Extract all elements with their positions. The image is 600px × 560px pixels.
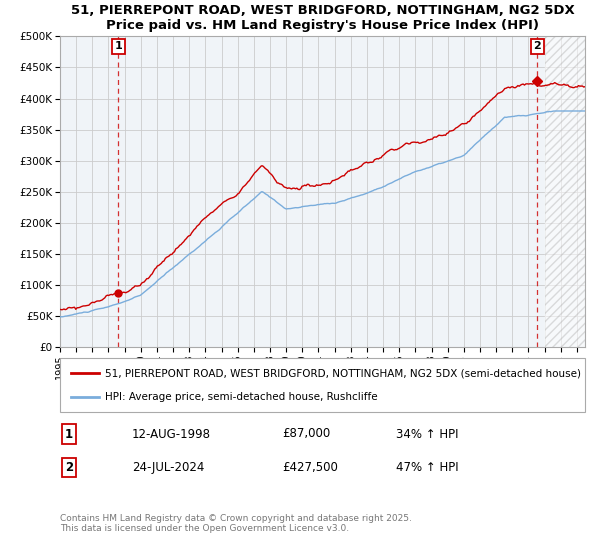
Text: 2: 2 [533,41,541,52]
Text: 47% ↑ HPI: 47% ↑ HPI [396,461,458,474]
Text: 51, PIERREPONT ROAD, WEST BRIDGFORD, NOTTINGHAM, NG2 5DX (semi-detached house): 51, PIERREPONT ROAD, WEST BRIDGFORD, NOT… [104,368,581,379]
Text: 34% ↑ HPI: 34% ↑ HPI [396,427,458,441]
Text: 1: 1 [65,427,73,441]
Text: HPI: Average price, semi-detached house, Rushcliffe: HPI: Average price, semi-detached house,… [104,391,377,402]
Text: Contains HM Land Registry data © Crown copyright and database right 2025.
This d: Contains HM Land Registry data © Crown c… [60,514,412,533]
Text: 1: 1 [115,41,122,52]
Text: £87,000: £87,000 [282,427,330,441]
Text: 2: 2 [65,461,73,474]
Text: £427,500: £427,500 [282,461,338,474]
Title: 51, PIERREPONT ROAD, WEST BRIDGFORD, NOTTINGHAM, NG2 5DX
Price paid vs. HM Land : 51, PIERREPONT ROAD, WEST BRIDGFORD, NOT… [71,4,574,32]
FancyBboxPatch shape [60,358,585,412]
Text: 12-AUG-1998: 12-AUG-1998 [132,427,211,441]
Text: 24-JUL-2024: 24-JUL-2024 [132,461,205,474]
